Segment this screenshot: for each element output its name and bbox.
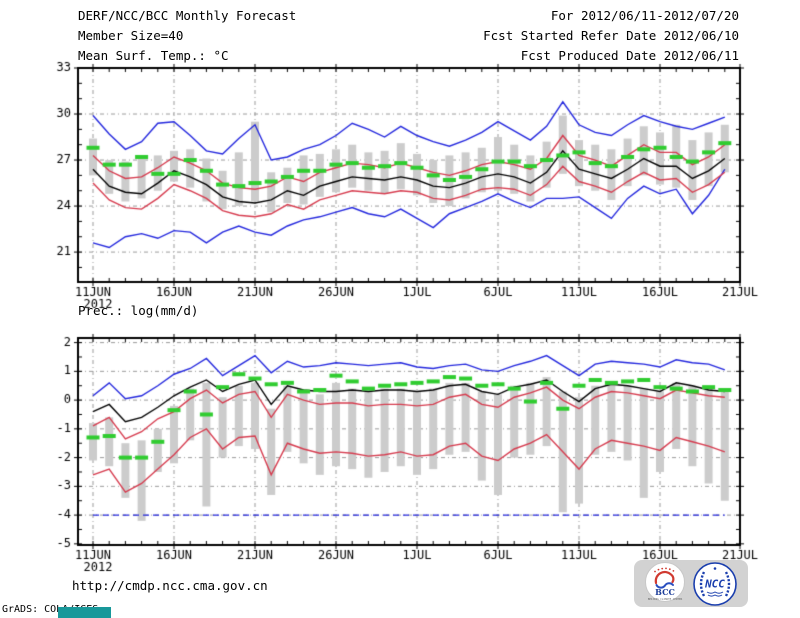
bcc-logo-icon: BCC BEIJING CLIMATE CENTER <box>645 562 685 602</box>
bcc-red-swirl-icon <box>654 570 675 585</box>
forecast-period: For 2012/06/11-2012/07/20 <box>550 8 739 23</box>
bcc-top-arc-dots-icon <box>654 567 675 573</box>
report-title: DERF/NCC/BCC Monthly Forecast <box>78 8 297 23</box>
bcc-logo-text: BCC <box>655 587 675 597</box>
member-size-label: Member Size=40 <box>78 28 184 43</box>
ncc-wave-icon <box>706 590 724 594</box>
ncc-wave2-icon <box>707 593 723 597</box>
teal-mark <box>58 607 111 618</box>
ncc-top-star-icon <box>713 566 717 570</box>
temperature-chart-canvas <box>0 60 800 330</box>
produced-date-label: Fcst Produced Date 2012/06/11 <box>520 48 739 63</box>
temp-panel-title: Mean Surf. Temp.: °C <box>78 48 229 63</box>
site-url: http://cmdp.ncc.cma.gov.cn <box>72 578 268 593</box>
precipitation-chart-canvas <box>0 300 800 585</box>
refer-date-label: Fcst Started Refer Date 2012/06/10 <box>483 28 739 43</box>
ncc-wreath-left-icon <box>699 570 706 597</box>
bcc-logo-subtext: BEIJING CLIMATE CENTER <box>648 597 683 601</box>
bcc-blue-swirl-icon <box>655 582 674 589</box>
ncc-logo-icon: NCC <box>693 561 737 606</box>
ncc-wreath-right-icon <box>724 570 731 597</box>
ncc-logo-text: NCC <box>704 577 725 590</box>
logo-panel: BCC BEIJING CLIMATE CENTER NCC <box>634 560 748 607</box>
